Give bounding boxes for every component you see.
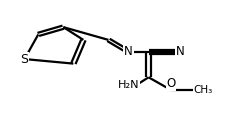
Text: N: N [176,45,185,58]
Text: N: N [124,45,133,58]
Text: O: O [167,77,176,90]
Text: CH₃: CH₃ [194,85,213,95]
Text: S: S [20,52,28,66]
Text: H₂N: H₂N [118,80,139,90]
